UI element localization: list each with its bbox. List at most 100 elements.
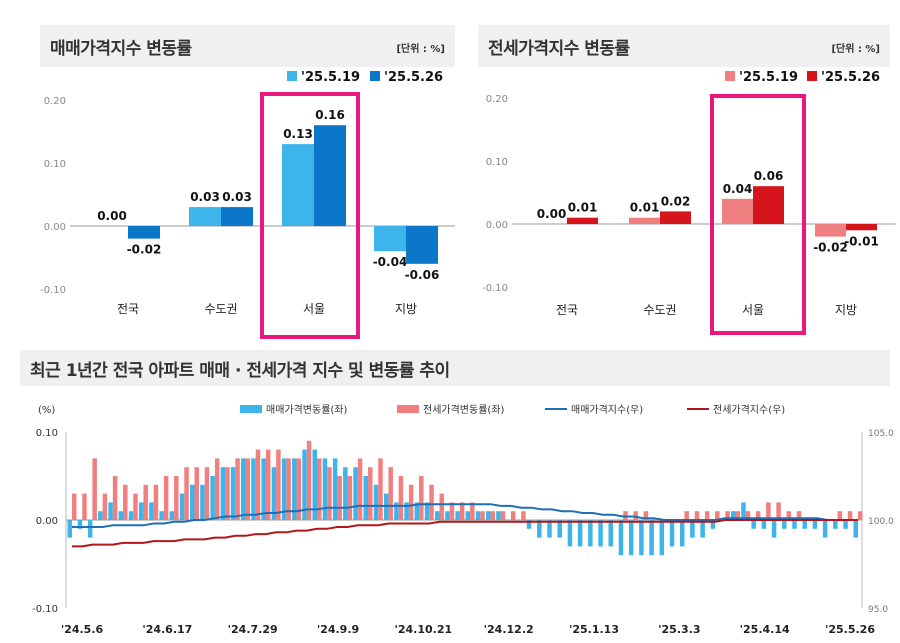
trend-bar	[174, 476, 179, 520]
trend-bar	[241, 458, 246, 520]
trend-bar	[715, 511, 720, 520]
trend-bar	[598, 520, 603, 547]
trend-bar	[766, 502, 771, 520]
trend-bar	[265, 449, 271, 520]
sale-category-label: 수도권	[204, 302, 237, 316]
trend-bar	[118, 511, 124, 520]
trend-bar	[731, 511, 736, 520]
jeonse-ytick-label: 0.20	[486, 94, 508, 105]
trend-bar	[588, 520, 593, 547]
trend-bar	[853, 520, 858, 538]
jeonse-panel-title: 전세가격지수 변동률	[488, 39, 630, 59]
trend-bar	[429, 484, 434, 520]
trend-x-tick-label: '24.5.6	[61, 623, 104, 636]
trend-bar	[510, 511, 516, 520]
trend-bar	[486, 511, 491, 520]
trend-bar	[408, 484, 414, 520]
jeonse-legend-swatch-2	[807, 71, 817, 81]
trend-bar	[480, 511, 485, 520]
trend-bar	[741, 502, 746, 520]
trend-bar	[82, 493, 87, 520]
jeonse-panel-unit: [단위 : %]	[831, 44, 880, 55]
trend-bar	[643, 511, 649, 520]
trend-bar	[812, 520, 818, 529]
trend-bar	[847, 511, 853, 520]
jeonse-category-label: 수도권	[643, 303, 676, 317]
jeonse-data-label: -0.02	[813, 241, 848, 255]
trend-bar	[704, 511, 710, 520]
trend-bar	[459, 502, 465, 520]
sale-panel-header: 매매가격지수 변동률 [단위 : %]	[40, 25, 455, 67]
trend-bar	[633, 511, 638, 520]
trend-bar	[112, 476, 118, 520]
jeonse-data-label: -0.01	[844, 234, 879, 248]
trend-legend-swatch-1	[240, 405, 262, 413]
trend-bar	[771, 520, 777, 538]
sale-data-label: 0.16	[315, 108, 345, 122]
sale-ytick-label: 0.10	[44, 159, 66, 170]
sale-ytick-label: 0.00	[44, 222, 66, 233]
trend-bar	[439, 493, 444, 520]
trend-legend-label-2: 전세가격변동률(좌)	[423, 403, 505, 416]
sale-data-label: 0.03	[190, 190, 220, 204]
trend-bar	[138, 502, 144, 520]
jeonse-bar	[753, 186, 784, 224]
jeonse-legend-swatch-1	[725, 71, 735, 81]
trend-bar	[230, 467, 236, 520]
sale-bar	[221, 207, 253, 226]
trend-bar	[276, 449, 281, 520]
sale-category-label: 지방	[395, 302, 417, 316]
jeonse-legend-label-1: '25.5.19	[739, 70, 798, 85]
trend-x-tick-label: '24.12.2	[484, 623, 534, 636]
trend-x-tick-label: '25.4.14	[740, 623, 790, 636]
trend-bar	[102, 493, 108, 520]
trend-bar	[751, 520, 756, 529]
trend-bar	[858, 511, 863, 520]
trend-bar	[490, 511, 496, 520]
jeonse-bar	[660, 211, 691, 224]
trend-bar	[755, 511, 761, 520]
trend-bar	[271, 467, 277, 520]
trend-bar	[302, 449, 307, 520]
trend-bar	[786, 511, 792, 520]
trend-bar	[475, 511, 481, 520]
trend-left-tick-label: 0.00	[36, 516, 58, 527]
trend-bar	[843, 520, 848, 529]
trend-right-tick-label: 100.0	[868, 517, 894, 527]
jeonse-category-label: 서울	[742, 303, 764, 317]
trend-bar	[296, 458, 302, 520]
trend-bar	[414, 502, 420, 520]
trend-bar	[245, 458, 251, 520]
jeonse-ytick-label: 0.00	[486, 220, 508, 231]
trend-bar	[547, 520, 552, 538]
trend-bar	[204, 467, 210, 520]
trend-bar	[251, 458, 256, 520]
trend-bar	[72, 493, 77, 520]
trend-bar	[316, 458, 322, 520]
sale-bar	[282, 144, 314, 226]
trend-legend-label-3: 매매가격지수(우)	[571, 403, 643, 416]
trend-bar	[521, 511, 526, 520]
trend-bar	[255, 449, 261, 520]
trend-line	[72, 503, 858, 528]
jeonse-bar-chart: 0.200.100.00-0.10'25.5.19'25.5.260.00 0.0…	[482, 70, 896, 335]
trend-bar	[776, 502, 781, 520]
trend-bar	[455, 511, 460, 520]
trend-bar	[77, 520, 83, 529]
trend-right-tick-label: 95.0	[868, 605, 888, 615]
trend-bar	[153, 484, 159, 520]
trend-bar	[292, 458, 297, 520]
trend-bar	[327, 467, 332, 520]
sale-ytick-label: -0.10	[40, 285, 66, 296]
trend-left-unit: (%)	[38, 405, 55, 416]
trend-bar	[210, 476, 215, 520]
trend-x-tick-label: '24.6.17	[142, 623, 192, 636]
trend-x-tick-label: '24.7.29	[228, 623, 278, 636]
trend-bar	[577, 520, 583, 547]
sale-data-label: -0.06	[405, 268, 440, 282]
trend-x-tick-label: '25.5.26	[825, 623, 875, 636]
trend-bar	[694, 511, 700, 520]
trend-bar	[261, 458, 266, 520]
trend-bar	[822, 520, 828, 538]
trend-bar	[169, 511, 175, 520]
